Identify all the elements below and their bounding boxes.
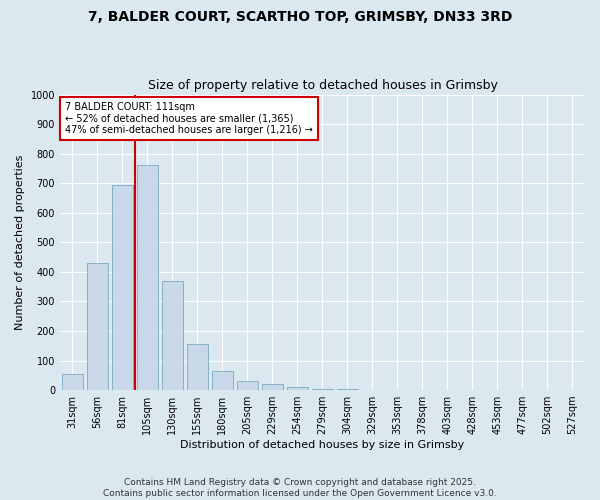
Text: 7, BALDER COURT, SCARTHO TOP, GRIMSBY, DN33 3RD: 7, BALDER COURT, SCARTHO TOP, GRIMSBY, D… [88, 10, 512, 24]
Bar [312, 388, 333, 390]
Bar [287, 387, 308, 390]
Bar [137, 166, 158, 390]
Text: 7 BALDER COURT: 111sqm
← 52% of detached houses are smaller (1,365)
47% of semi-: 7 BALDER COURT: 111sqm ← 52% of detached… [65, 102, 313, 135]
Bar [87, 263, 108, 390]
Text: Contains HM Land Registry data © Crown copyright and database right 2025.
Contai: Contains HM Land Registry data © Crown c… [103, 478, 497, 498]
Bar [62, 374, 83, 390]
Title: Size of property relative to detached houses in Grimsby: Size of property relative to detached ho… [148, 79, 497, 92]
X-axis label: Distribution of detached houses by size in Grimsby: Distribution of detached houses by size … [181, 440, 464, 450]
Bar [237, 381, 258, 390]
Bar [162, 280, 183, 390]
Bar [112, 186, 133, 390]
Y-axis label: Number of detached properties: Number of detached properties [15, 154, 25, 330]
Bar [262, 384, 283, 390]
Bar [212, 371, 233, 390]
Bar [187, 344, 208, 390]
